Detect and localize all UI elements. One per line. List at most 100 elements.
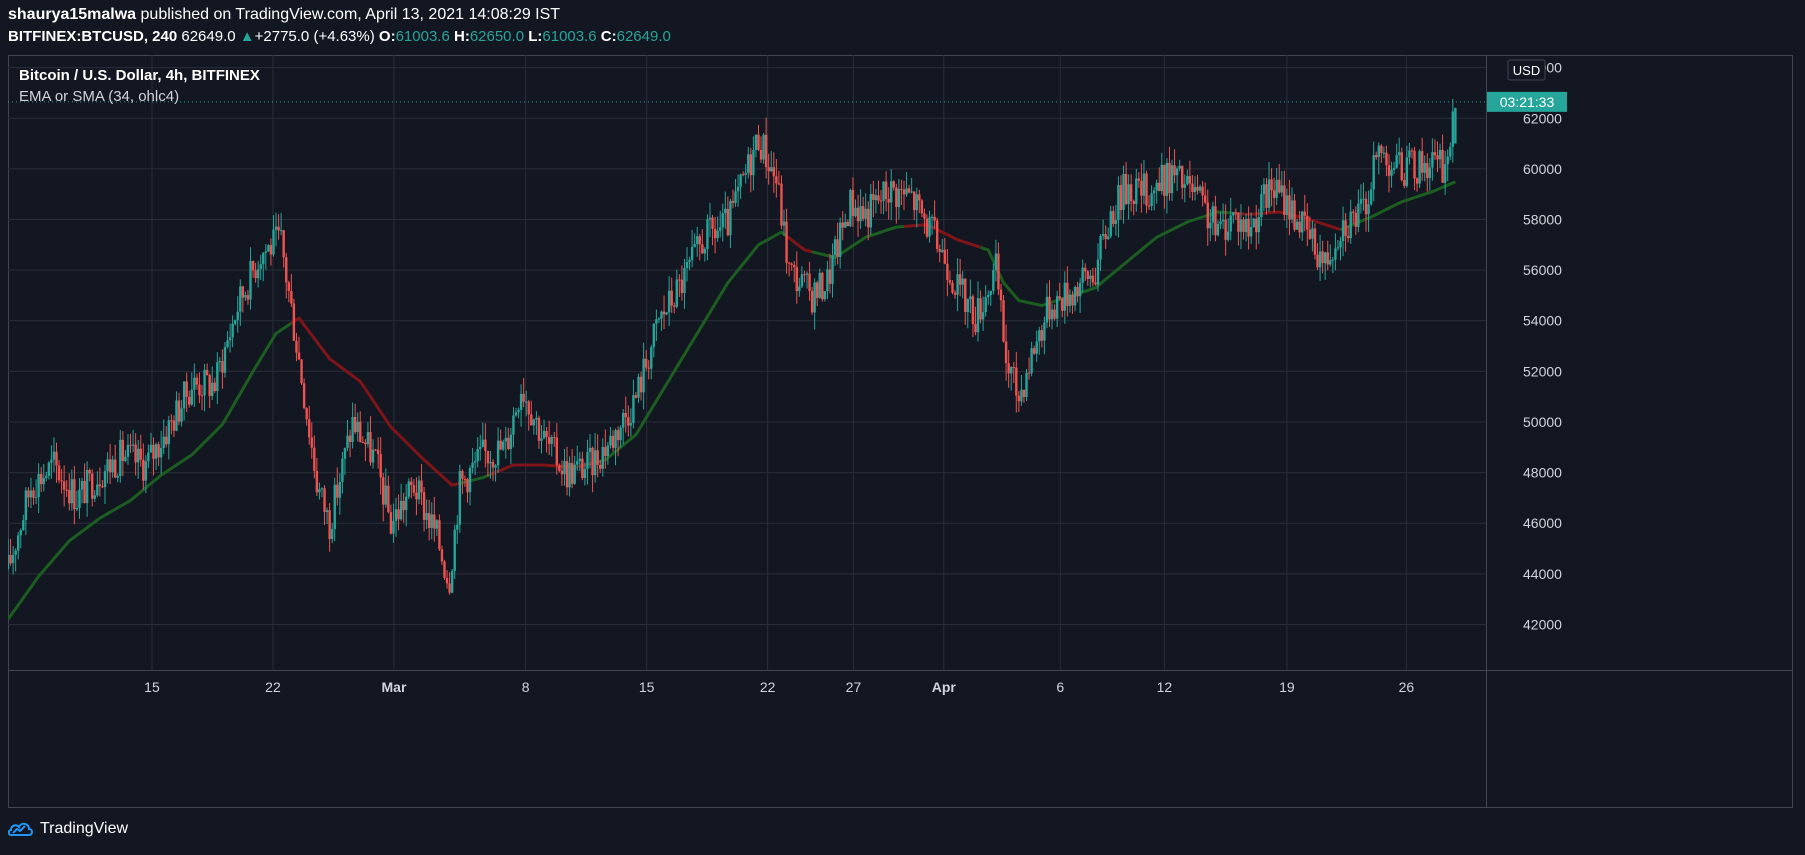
candle-body: [1431, 152, 1434, 168]
candle-body: [537, 417, 541, 441]
candle-body: [1285, 195, 1289, 215]
candle-body: [1063, 282, 1067, 311]
candle-body: [119, 439, 122, 476]
candle-body: [269, 245, 273, 255]
candle-body: [1160, 164, 1164, 192]
candle-body: [486, 450, 490, 464]
candle-body: [440, 549, 444, 562]
candle-body: [1395, 155, 1398, 168]
candle-body: [953, 292, 957, 295]
candle-body: [402, 500, 405, 511]
candle-body: [1150, 193, 1153, 207]
candle-body: [262, 252, 265, 265]
candle-body: [98, 484, 102, 487]
candle-body: [384, 485, 387, 505]
candle-body: [93, 495, 96, 499]
candle-body: [1443, 164, 1447, 183]
candle-body: [1183, 184, 1186, 188]
candle-body: [984, 297, 987, 313]
candle-body: [555, 437, 559, 466]
countdown-label: 03:21:33: [1500, 94, 1555, 110]
candle-body: [1145, 173, 1148, 206]
candle-body: [920, 200, 924, 214]
price-chart[interactable]: 42000 44000 46000 48000 50000 52000 54000 56000…: [8, 55, 1793, 808]
candle-body: [330, 529, 334, 540]
candle-body: [1175, 168, 1179, 176]
candle-body: [17, 535, 20, 551]
candle-body: [826, 269, 829, 292]
candle-body: [933, 216, 936, 221]
candle-body: [134, 444, 137, 463]
candle-body: [1032, 348, 1036, 354]
candle-body: [239, 286, 242, 312]
candle-body: [167, 420, 171, 445]
candle-body: [762, 134, 765, 160]
candle-body: [854, 207, 857, 217]
candle-body: [1117, 185, 1120, 221]
price-tick-label: 44000: [1523, 566, 1562, 582]
candle-body: [1196, 186, 1199, 191]
candle-body: [1091, 275, 1095, 283]
published-text: published on TradingView.com, April 13, …: [140, 6, 561, 23]
candle-body: [647, 367, 650, 369]
candle-body: [1181, 165, 1184, 188]
candle-body: [103, 471, 107, 488]
candle-body: [642, 358, 645, 393]
candle-body: [770, 167, 773, 172]
chart-title: Bitcoin / U.S. Dollar, 4h, BITFINEX: [19, 67, 260, 84]
candle-body: [499, 440, 502, 450]
close-label: C:: [600, 28, 617, 45]
candle-body: [295, 340, 298, 353]
candle-body: [780, 183, 783, 226]
candle-body: [1068, 294, 1072, 307]
candle-body: [1344, 220, 1347, 237]
candle-body: [935, 220, 939, 249]
candle-body: [14, 550, 17, 555]
candle-body: [37, 473, 40, 498]
candle-body: [887, 198, 890, 203]
candle-body: [1428, 167, 1432, 179]
currency-badge[interactable]: [1507, 59, 1546, 81]
candle-body: [387, 485, 390, 513]
candle-body: [305, 408, 308, 420]
candle-body: [1188, 175, 1192, 184]
candle-body: [632, 395, 635, 424]
candle-body: [394, 509, 398, 521]
candle-body: [157, 444, 160, 458]
candle-body: [264, 251, 268, 253]
change-value: +2775.0 (+4.63%): [254, 28, 375, 45]
candle-body: [1209, 222, 1212, 229]
candle-body: [874, 195, 878, 201]
candle-body: [361, 441, 365, 443]
candle-body: [1278, 179, 1281, 193]
candle-body: [496, 440, 500, 466]
candle-body: [616, 430, 620, 441]
brand-footer[interactable]: TradingView: [8, 820, 128, 838]
candle-body: [24, 490, 28, 521]
candle-body: [1326, 252, 1329, 265]
candle-body: [121, 439, 125, 461]
candle-body: [895, 187, 898, 207]
candle-body: [65, 489, 68, 491]
low-label: L:: [528, 28, 543, 45]
candle-body: [606, 445, 610, 457]
candle-body: [1165, 162, 1169, 196]
candle-body: [790, 263, 793, 265]
candle-body: [149, 444, 153, 453]
candle-body: [724, 208, 727, 214]
price-tick-label: 52000: [1523, 363, 1562, 379]
candle-body: [223, 347, 227, 373]
candle-body: [83, 480, 86, 503]
candle-body: [1423, 163, 1426, 173]
time-tick-label: 8: [522, 679, 530, 695]
moving-average-line: [8, 180, 1456, 621]
candle-body: [1260, 194, 1263, 218]
candle-body: [397, 509, 400, 520]
author-name[interactable]: shaurya15malwa: [8, 6, 137, 23]
candle-body: [1101, 234, 1105, 236]
price-tick-label: 54000: [1523, 313, 1562, 329]
candle-body: [650, 347, 653, 369]
candle-body: [267, 245, 270, 252]
candle-body: [1002, 300, 1005, 342]
candle-body: [507, 437, 510, 450]
